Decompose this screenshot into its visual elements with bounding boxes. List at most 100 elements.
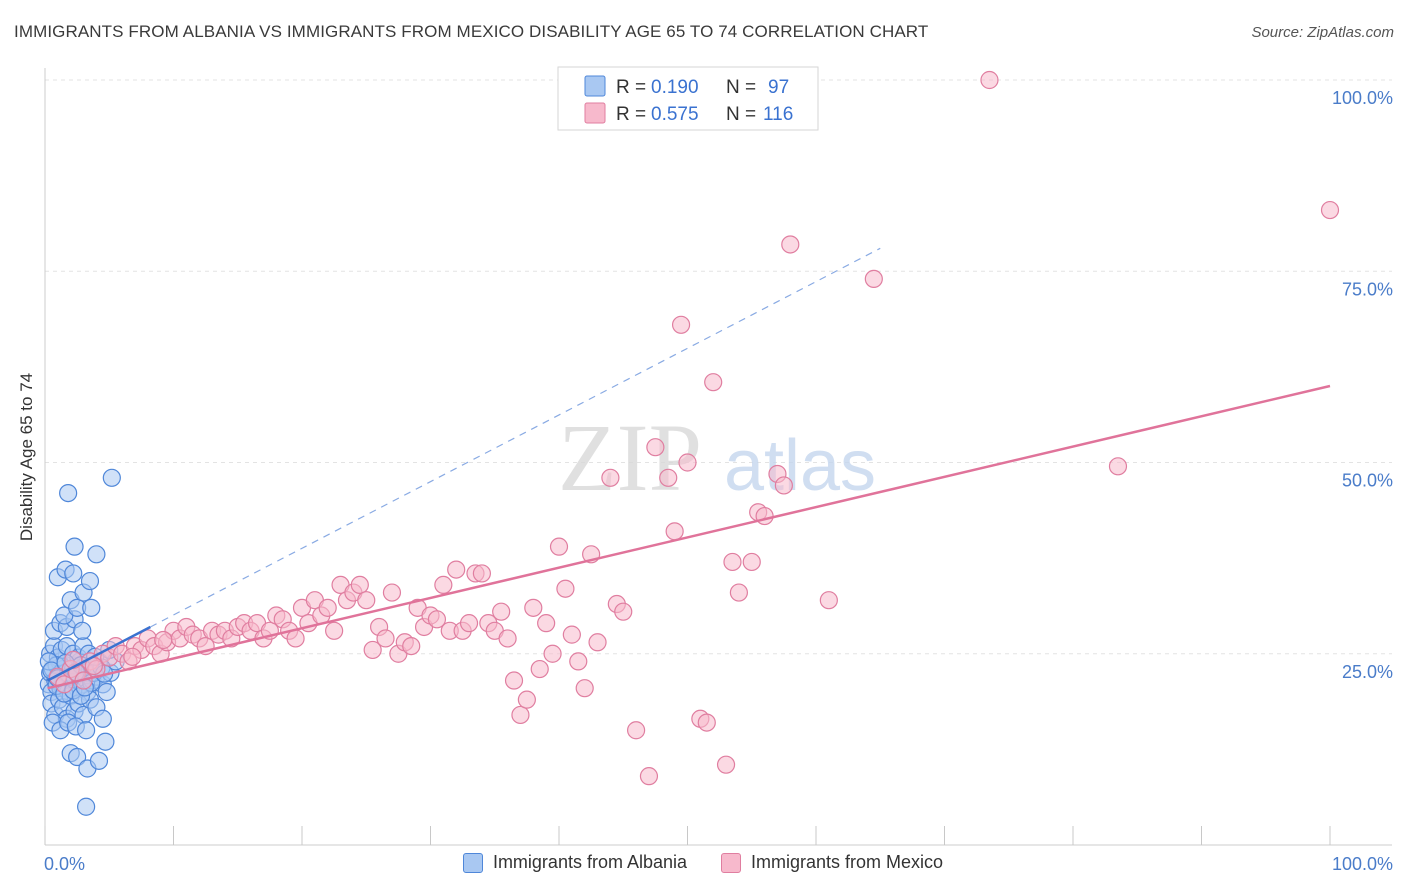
mexico-point-103 (755, 506, 774, 526)
mexico-point-62 (447, 560, 466, 579)
mexico-point-76 (537, 614, 556, 633)
albania-point-69 (65, 537, 84, 556)
mexico-point-59 (427, 610, 447, 629)
albania-point-25 (97, 682, 116, 702)
albania-point-68 (87, 545, 106, 564)
mexico-point-101 (742, 552, 761, 572)
mexico-point-80 (562, 625, 581, 644)
mexico-point-91 (659, 468, 678, 487)
mexico-point-109 (980, 70, 999, 90)
mexico-point-107 (819, 591, 838, 610)
mexico-point-73 (517, 690, 536, 709)
mexico-point-71 (504, 671, 524, 690)
bottom-legend-mexico-label: Immigrants from Mexico (751, 852, 944, 872)
albania-point-76 (96, 732, 115, 751)
albania-point-67 (80, 571, 100, 591)
legend-swatch-albania (584, 75, 606, 97)
tick-labels: 25.0% 50.0% 75.0% 100.0% 0.0% 100.0% (44, 88, 1393, 874)
mexico-point-72 (511, 705, 530, 725)
x-tick-label-100: 100.0% (1332, 854, 1393, 874)
bottom-legend: Immigrants from Albania Immigrants from … (0, 852, 1406, 873)
y-tick-label-50: 50.0% (1342, 471, 1393, 491)
mexico-point-66 (472, 564, 491, 583)
legend-mexico-r-label: R = (616, 104, 646, 125)
mexico-point-69 (492, 602, 511, 621)
y-tick-label-75: 75.0% (1342, 279, 1393, 299)
y-tick-label-25: 25.0% (1342, 662, 1393, 682)
albania-point-48 (93, 709, 112, 728)
mexico-point-87 (614, 602, 633, 621)
mexico-point-90 (646, 438, 665, 457)
legend-mexico-n-value: 116 (763, 104, 793, 125)
mexico-point-99 (723, 552, 742, 572)
mexico-point-100 (729, 583, 749, 602)
mexico-point-110 (1108, 457, 1128, 476)
mexico-point-111 (1320, 200, 1340, 220)
watermark-zip: ZIP (558, 404, 702, 511)
legend-albania-n-label: N = (726, 77, 756, 98)
bottom-legend-mexico[interactable]: Immigrants from Mexico (721, 852, 943, 873)
albania-point-58 (73, 621, 92, 640)
mexico-point-85 (601, 468, 620, 487)
y-tick-label-100: 100.0% (1332, 88, 1393, 108)
legend-swatch-mexico (584, 102, 606, 124)
mexico-point-47 (350, 575, 369, 595)
watermark-atlas: atlas (724, 426, 876, 506)
mexico-point-77 (543, 644, 562, 663)
mexico-point-108 (864, 269, 883, 288)
mexico-point-81 (569, 652, 588, 671)
mexico-point-106 (781, 235, 800, 254)
grid-layer (45, 79, 1392, 655)
axis-layer (44, 68, 1392, 846)
mexico-point-84 (588, 633, 607, 652)
mexico-point-49 (363, 640, 382, 660)
mexico-point-52 (382, 583, 402, 602)
mexico-point-94 (678, 453, 697, 472)
x-tick-label-0: 0.0% (44, 854, 85, 874)
stats-legend: R = 0.190 N = 97 R = 0.575 N = 116 (557, 66, 819, 131)
mexico-point-42 (318, 598, 337, 617)
albania-point-53 (77, 721, 96, 740)
mexico-point-88 (626, 721, 646, 740)
legend-mexico-r-value: 0.575 (651, 104, 699, 125)
albania-point-75 (89, 751, 109, 770)
mexico-point-89 (639, 767, 659, 786)
bottom-legend-albania-swatch (462, 852, 483, 873)
albania-trend-line (46, 625, 151, 682)
mexico-point-114 (123, 647, 142, 666)
mexico-point-70 (498, 629, 517, 648)
albania-point-66 (64, 564, 83, 583)
mexico-point-37 (286, 629, 305, 648)
mexico-point-43 (325, 621, 344, 640)
mexico-point-75 (530, 659, 549, 679)
bottom-legend-albania-label: Immigrants from Albania (492, 852, 688, 872)
mexico-point-79 (556, 579, 575, 598)
mexico-point-74 (524, 598, 543, 617)
trend-lines (46, 247, 1331, 690)
mexico-point-105 (774, 476, 793, 495)
mexico-point-48 (357, 591, 376, 610)
mexico-point-93 (671, 315, 691, 334)
legend-albania-r-value: 0.190 (651, 77, 699, 98)
albania-point-77 (77, 797, 96, 816)
albania-point-70 (59, 484, 78, 503)
source-label: Source: ZipAtlas.com (1251, 24, 1394, 41)
mexico-point-115 (154, 630, 173, 650)
mexico-point-55 (402, 636, 421, 656)
mexico-point-97 (704, 373, 723, 392)
legend-albania-r-label: R = (616, 77, 646, 98)
watermark: ZIP atlas (558, 404, 876, 511)
albania-point-71 (102, 468, 121, 487)
mexico-point-82 (575, 679, 594, 698)
albania-point-73 (68, 747, 87, 767)
mexico-point-60 (434, 575, 453, 595)
y-axis-label: Disability Age 65 to 74 (17, 373, 36, 541)
mexico-point-98 (716, 755, 736, 774)
bottom-legend-albania[interactable]: Immigrants from Albania (462, 852, 688, 873)
chart-title: IMMIGRANTS FROM ALBANIA VS IMMIGRANTS FR… (14, 22, 929, 41)
mexico-point-51 (376, 629, 395, 648)
mexico-points (48, 70, 1340, 786)
legend-mexico-n-label: N = (726, 104, 756, 125)
mexico-point-78 (549, 537, 569, 556)
